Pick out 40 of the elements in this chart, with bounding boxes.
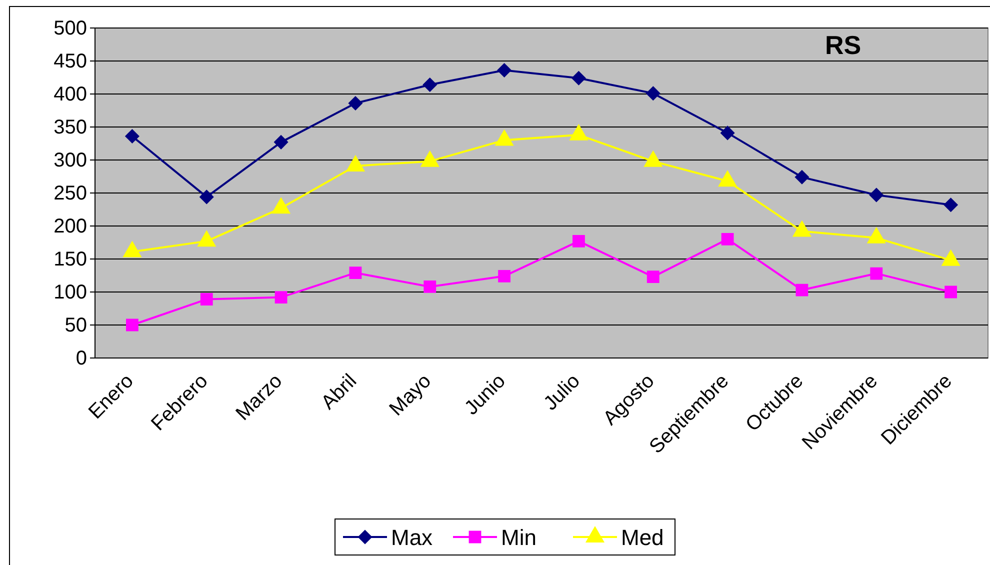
point	[870, 267, 883, 280]
point	[348, 96, 363, 110]
point	[572, 71, 586, 86]
y-tick-label: 400	[54, 83, 87, 106]
point	[721, 233, 734, 246]
point	[796, 284, 808, 296]
point	[200, 293, 213, 306]
point	[424, 280, 436, 293]
legend-label: Med	[621, 525, 664, 550]
y-tick-label: 300	[54, 149, 87, 172]
legend-label: Max	[391, 525, 433, 550]
y-tick-label: 450	[54, 50, 87, 72]
y-tick-label: 350	[54, 116, 87, 138]
y-tick-label: 200	[54, 215, 87, 238]
point	[498, 270, 510, 282]
y-tick-label: 500	[54, 17, 87, 40]
point	[572, 234, 585, 248]
point	[944, 286, 957, 298]
y-tick-label: 100	[54, 281, 87, 304]
y-tick-label: 250	[54, 182, 87, 204]
point	[274, 135, 288, 150]
point	[869, 188, 884, 202]
point	[200, 190, 214, 204]
point	[422, 78, 437, 92]
point	[646, 270, 660, 284]
point	[720, 126, 735, 140]
y-tick-label: 150	[54, 248, 87, 270]
y-tick-label: 50	[64, 314, 87, 336]
point	[944, 198, 958, 212]
point	[349, 266, 362, 280]
x-tick-label: Julio	[540, 370, 584, 415]
point	[497, 63, 512, 78]
point	[125, 129, 140, 144]
legend-label: Min	[501, 525, 536, 550]
point	[274, 291, 288, 304]
chart-title: RS	[824, 30, 862, 60]
point	[794, 170, 810, 184]
point	[646, 86, 660, 100]
y-tick-label: 0	[76, 347, 87, 370]
point	[126, 318, 138, 332]
